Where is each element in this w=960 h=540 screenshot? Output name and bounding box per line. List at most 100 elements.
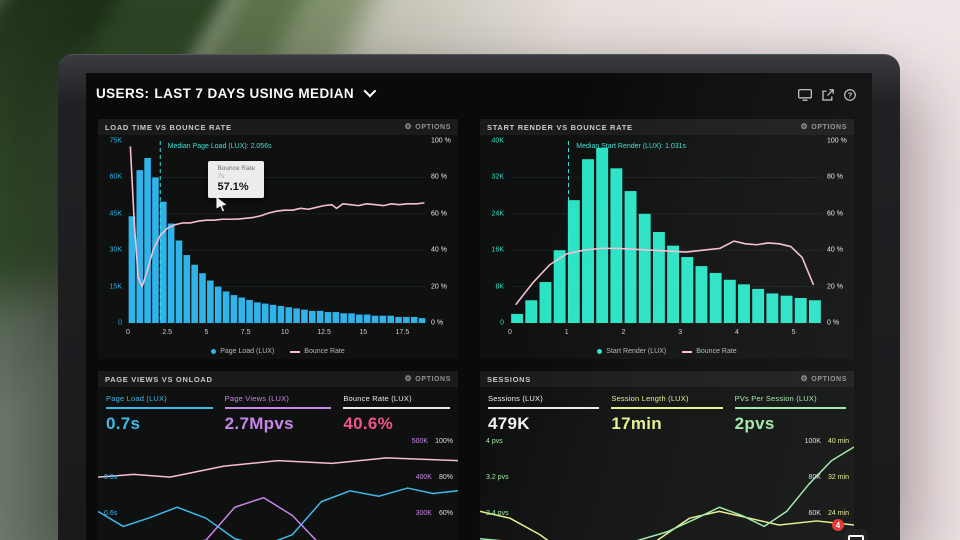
line-chart[interactable]: 4 pvs 3.2 pvs 2.4 pvs 100K 40 min 80K 32 min 6… — [480, 436, 854, 540]
y-axis-tick: 32K — [491, 173, 504, 181]
gear-icon: ⚙ — [404, 122, 413, 131]
gear-icon: ⚙ — [800, 374, 809, 383]
y-axis-tick: 24K — [491, 210, 504, 218]
y-axis-tick: 20 % — [827, 283, 843, 291]
legend-item[interactable]: Bounce Rate — [682, 348, 737, 355]
y-axis-tick: 75K — [109, 137, 122, 145]
y-axis-tick: 80 % — [431, 173, 447, 181]
options-button[interactable]: ⚙ OPTIONS — [800, 374, 847, 383]
notification-badge: 4 — [832, 519, 844, 531]
x-axis-tick: 2.5 — [162, 329, 173, 336]
chart-legend: Page Load (LUX) Bounce Rate — [98, 348, 458, 355]
chart-legend: Start Render (LUX) Bounce Rate — [480, 348, 854, 355]
share-icon[interactable] — [822, 89, 834, 101]
stat-card: Page Views (LUX) 2.7Mpvs — [224, 394, 332, 434]
svg-text:?: ? — [848, 91, 853, 100]
stats-row: Sessions (LUX) 479K Session Length (LUX) 17… — [480, 387, 854, 434]
y-axis-tick: 40K — [491, 137, 504, 145]
y-axis-tick: 0 % — [431, 319, 444, 327]
y-axis-tick: 15K — [109, 283, 122, 291]
y-axis-tick: 80 % — [827, 173, 843, 181]
y-axis-right: 100 % 80 % 60 % 40 % 20 % 0 % — [824, 137, 852, 327]
y-axis-tick: 30K — [109, 246, 122, 254]
options-button[interactable]: ⚙ OPTIONS — [404, 122, 451, 131]
help-icon[interactable]: ? — [844, 89, 856, 101]
stat-card: Session Length (LUX) 17min — [611, 394, 723, 434]
panel-load-time-vs-bounce-rate: LOAD TIME VS BOUNCE RATE ⚙ OPTIONS 75K 60… — [98, 119, 458, 359]
median-annotation: Median Page Load (LUX): 2.056s — [167, 143, 272, 150]
options-button[interactable]: ⚙ OPTIONS — [404, 374, 451, 383]
dashboard-title-rest: LAST 7 DAYS USING MEDIAN — [154, 86, 355, 101]
x-axis-tick: 10 — [280, 329, 289, 336]
x-axis-tick: 1 — [564, 329, 569, 336]
chevron-down-icon — [363, 84, 377, 97]
x-axis: 0 1 2 3 4 5 — [508, 329, 822, 339]
y-axis-tick: 0 % — [827, 319, 840, 327]
x-axis-tick: 5 — [791, 329, 796, 336]
y-axis-left: 40K 32K 24K 16K 8K 0 — [482, 137, 506, 327]
legend-item[interactable]: Page Load (LUX) — [211, 348, 274, 355]
x-axis-tick: 17.5 — [395, 329, 410, 336]
line-chart[interactable]: 0.8s 0.6s 500K 100% 400K 80% 300K 60% — [98, 436, 458, 540]
stat-card: Page Load (LUX) 0.7s — [106, 394, 213, 434]
x-axis-tick: 5 — [204, 329, 209, 336]
stat-card: Bounce Rate (LUX) 40.6% — [343, 394, 451, 434]
histogram-plot[interactable]: Median Start Render (LUX): 1.031s — [510, 141, 822, 323]
left-axis-tick: 3.2 pvs — [486, 474, 509, 481]
panel-title: SESSIONS — [487, 374, 531, 384]
panel-page-views-vs-onload: PAGE VIEWS VS ONLOAD ⚙ OPTIONS Page Load… — [98, 371, 458, 540]
y-axis-tick: 45K — [109, 210, 122, 218]
left-axis-tick: 0.8s — [104, 474, 118, 481]
gear-icon: ⚙ — [800, 122, 809, 131]
panel-title: START RENDER VS BOUNCE RATE — [487, 122, 633, 132]
laptop-screen: USERS: LAST 7 DAYS USING MEDIAN ? — [86, 73, 872, 540]
chat-fab: 4 — [830, 517, 868, 540]
y-axis-tick: 60K — [109, 173, 122, 181]
mouse-cursor-icon — [216, 197, 227, 212]
x-axis-tick: 7.5 — [240, 329, 251, 336]
y-axis-tick: 60 % — [827, 210, 843, 218]
right-axis-tick: 300K 60% — [415, 510, 453, 517]
panel-title: LOAD TIME VS BOUNCE RATE — [105, 122, 232, 132]
chat-bubble-icon[interactable] — [844, 529, 868, 540]
x-axis-tick: 0 — [126, 329, 130, 336]
legend-item[interactable]: Bounce Rate — [290, 348, 345, 355]
stat-card: PVs Per Session (LUX) 2pvs — [734, 394, 846, 434]
x-axis: 0 2.5 5 7.5 10 12.5 15 17.5 — [126, 329, 426, 339]
y-axis-tick: 0 — [500, 319, 504, 327]
stat-card: Sessions (LUX) 479K — [488, 394, 600, 434]
y-axis-tick: 100 % — [431, 137, 451, 145]
laptop-bezel: USERS: LAST 7 DAYS USING MEDIAN ? — [58, 54, 900, 540]
y-axis-tick: 16K — [491, 246, 504, 254]
y-axis-tick: 40 % — [431, 246, 447, 254]
left-axis-tick: 4 pvs — [486, 438, 503, 445]
y-axis-tick: 20 % — [431, 283, 447, 291]
display-icon[interactable] — [798, 89, 812, 101]
right-axis-tick: 80K 32 min — [808, 474, 849, 481]
x-axis-tick: 3 — [678, 329, 683, 336]
y-axis-tick: 8K — [495, 283, 504, 291]
left-axis-tick: 0.6s — [104, 510, 118, 517]
x-axis-tick: 15 — [359, 329, 368, 336]
right-axis-tick: 100K 40 min — [804, 438, 849, 445]
panel-sessions: SESSIONS ⚙ OPTIONS Sessions (LUX) 479K Ses… — [480, 371, 854, 540]
stats-row: Page Load (LUX) 0.7s Page Views (LUX) 2.7Mp… — [98, 387, 458, 434]
panel-title: PAGE VIEWS VS ONLOAD — [105, 374, 213, 384]
legend-item[interactable]: Start Render (LUX) — [597, 348, 666, 355]
right-axis-tick: 500K 100% — [411, 438, 453, 445]
options-button[interactable]: ⚙ OPTIONS — [800, 122, 847, 131]
x-axis-tick: 12.5 — [317, 329, 331, 336]
histogram-plot[interactable]: Median Page Load (LUX): 2.056s Bounce Rat… — [128, 141, 426, 323]
y-axis-tick: 40 % — [827, 246, 843, 254]
date-range-dropdown[interactable]: USERS: LAST 7 DAYS USING MEDIAN — [96, 84, 377, 101]
y-axis-right: 100 % 80 % 60 % 40 % 20 % 0 % — [428, 137, 456, 327]
y-axis-tick: 0 — [118, 319, 122, 327]
panel-start-render-vs-bounce-rate: START RENDER VS BOUNCE RATE ⚙ OPTIONS 40… — [480, 119, 854, 359]
x-axis-tick: 2 — [621, 329, 626, 336]
median-annotation: Median Start Render (LUX): 1.031s — [576, 143, 687, 150]
y-axis-tick: 100 % — [827, 137, 847, 145]
dashboard-title-bold: USERS: — [96, 86, 150, 101]
y-axis-left: 75K 60K 45K 30K 15K 0 — [100, 137, 124, 327]
right-axis-tick: 60K 24 min — [808, 510, 849, 517]
